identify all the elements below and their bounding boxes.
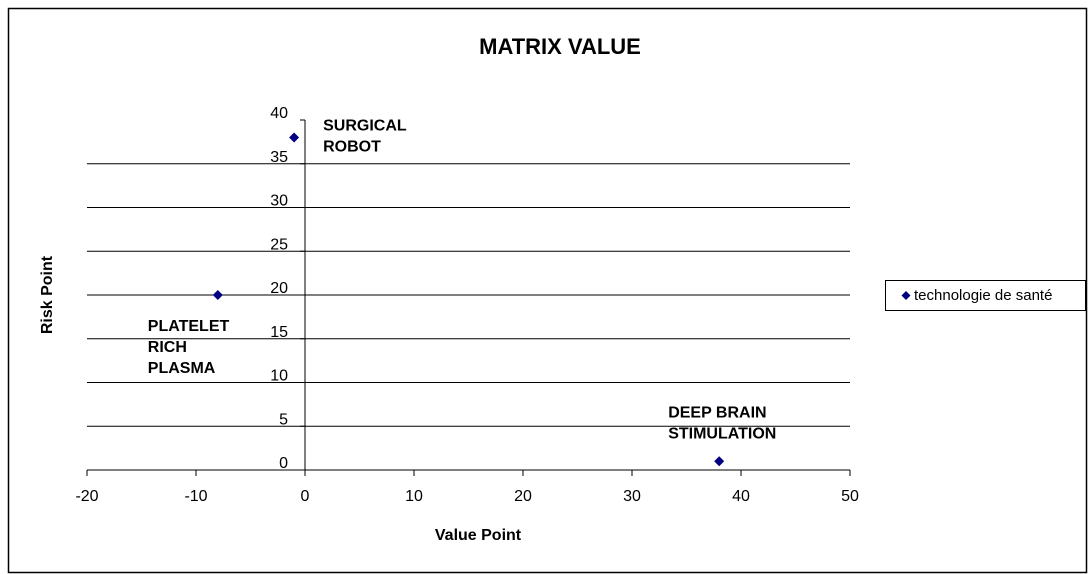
x-tick-label: -20: [75, 488, 98, 505]
y-tick-label: 0: [279, 455, 288, 472]
x-axis-label: Value Point: [435, 527, 522, 544]
y-axis-label: Risk Point: [39, 255, 56, 334]
annotation: RICH: [148, 339, 187, 356]
y-tick-label: 30: [270, 193, 288, 210]
y-tick-label: 35: [270, 149, 288, 166]
point: [714, 456, 725, 467]
legend-marker: [901, 291, 911, 300]
x-tick-label: 10: [405, 488, 423, 505]
y-tick-label: 5: [279, 411, 288, 428]
annotation: ROBOT: [323, 139, 381, 156]
x-tick-label: 20: [514, 488, 532, 505]
y-tick-label: 25: [270, 236, 288, 253]
chart-title: MATRIX VALUE: [479, 34, 641, 59]
point: [289, 132, 300, 143]
x-tick-label: 50: [841, 488, 859, 505]
annotation: DEEP BRAIN: [668, 404, 766, 421]
x-tick-label: -10: [184, 488, 207, 505]
y-tick-label: 10: [270, 368, 288, 385]
y-tick-label: 40: [270, 105, 288, 122]
legend-label: technologie de santé: [914, 287, 1052, 304]
annotation: PLATELET: [148, 318, 230, 335]
x-tick-label: 0: [301, 488, 310, 505]
x-tick-label: 30: [623, 488, 641, 505]
legend-box: [885, 280, 1086, 311]
annotation: SURGICAL: [323, 118, 407, 135]
annotation: PLASMA: [148, 360, 216, 377]
annotation: STIMULATION: [668, 425, 776, 442]
y-tick-label: 20: [270, 280, 288, 297]
point: [212, 290, 223, 300]
y-tick-label: 15: [270, 324, 288, 341]
x-tick-label: 40: [732, 488, 750, 505]
